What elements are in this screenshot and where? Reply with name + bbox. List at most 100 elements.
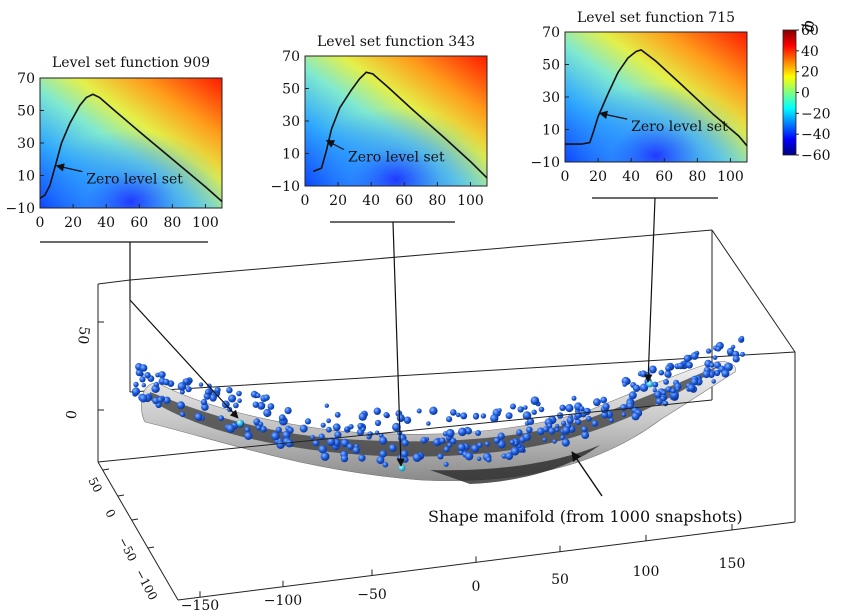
snapshot-point [449,437,457,445]
inset-x-tick-label: 80 [163,215,181,231]
colorbar-tick-label: −40 [801,127,831,143]
inset-x-tick-label: 20 [329,193,347,209]
snapshot-point [252,401,259,408]
inset-y-tick-label: 50 [282,82,300,98]
annotation-label: Zero level set [348,150,445,166]
snapshot-point [426,421,431,426]
snapshot-point [258,421,264,427]
snapshot-point [501,453,507,459]
snapshot-point [284,407,292,415]
snapshot-point [554,427,560,433]
snapshot-point [237,398,242,404]
snapshot-point [312,439,320,447]
snapshot-point [724,362,733,372]
inset-y-tick-label: 30 [542,90,560,106]
snapshot-point [683,354,692,363]
snapshot-point [559,404,566,411]
snapshot-point [465,427,472,435]
annotation-arrow [55,163,83,173]
snapshot-point [591,420,599,427]
snapshot-point [267,403,275,410]
snapshot-point [304,418,312,425]
inset-level-set-909: Level set function 909 0 20 40 60 80 100 70 50 3… [5,55,223,231]
y-tick-mark [147,546,155,549]
shape-manifold-surface [141,361,736,484]
snapshot-point [131,387,141,396]
z-tick-label: 0 [62,409,79,420]
snapshot-point [447,442,453,448]
main-plot: −150 −100 −50 0 50 100 150 50 0 −50 −100… [62,229,796,614]
snapshot-point [505,412,513,420]
inset-x-tick-label: 60 [655,169,673,185]
snapshot-point [574,411,582,419]
inset-y-tick-label: 10 [282,147,300,163]
snapshot-point [621,412,627,418]
annotation-label: Zero level set [86,172,183,188]
snapshot-point [586,415,592,422]
inset-x-tick-label: 80 [688,169,706,185]
snapshot-point [484,441,490,447]
snapshot-point [480,413,487,419]
y-tick-mark [117,494,125,497]
snapshot-point [326,418,331,424]
snapshot-point [632,384,641,392]
snapshot-point [715,346,722,352]
inset-x-tick-label: 80 [428,193,446,209]
colorbar-tick-label: 40 [801,44,819,60]
snapshot-point [600,396,608,404]
snapshot-point [565,404,574,413]
snapshot-point [348,424,354,430]
snapshot-point [133,381,139,388]
snapshot-point [228,394,237,403]
y-tick-label: 50 [85,475,105,495]
snapshot-point [401,439,409,447]
inset-level-set-715: Level set function 715 0 20 40 60 80 100 70 50 3… [530,10,748,185]
snapshot-point [233,402,239,409]
box-front [97,279,796,601]
y-tick-label: 0 [102,507,118,520]
snapshot-point [730,344,736,350]
snapshot-point [687,384,696,392]
manifold-annotation: Shape manifold (from 1000 snapshots) [428,507,743,526]
snapshot-point [140,364,148,372]
snapshot-point [271,431,280,441]
snapshot-point [209,394,217,402]
snapshot-point [433,438,441,447]
inset-y-tick-label: −10 [5,201,35,217]
snapshot-point [416,408,422,414]
snapshot-point [255,393,261,399]
snapshot-point [517,406,524,413]
snapshot-point [455,412,461,418]
snapshot-point [475,430,482,436]
snapshot-point [530,396,540,406]
snapshot-point [260,425,267,433]
inset-title: Level set function 715 [577,10,735,26]
snapshot-point [135,369,143,377]
snapshot-point [324,403,329,408]
snapshot-point [486,456,492,463]
snapshot-point [536,427,545,436]
snapshot-point [388,444,397,452]
snapshot-point [658,369,665,376]
snapshot-point [244,426,251,433]
x-tick-label: 100 [633,564,660,580]
snapshot-point [562,426,571,435]
snapshot-point [153,381,160,388]
snapshot-point [163,396,171,404]
snapshot-point [326,437,336,447]
inset-connectors [40,197,718,467]
y-axis-ticks: 50 0 −50 −100 [85,475,160,603]
snapshot-point [450,409,457,416]
inset-x-tick-label: 0 [561,169,570,185]
snapshot-point [602,403,610,410]
snapshot-point [285,439,294,448]
snapshot-point [367,431,374,437]
snapshot-point [194,412,203,421]
snapshot-point [263,394,270,401]
snapshot-point [581,426,588,433]
snapshot-point [690,378,699,386]
snapshot-point [396,414,405,423]
snapshot-point [352,446,360,454]
snapshot-point [560,435,565,440]
snapshot-point [275,426,282,433]
